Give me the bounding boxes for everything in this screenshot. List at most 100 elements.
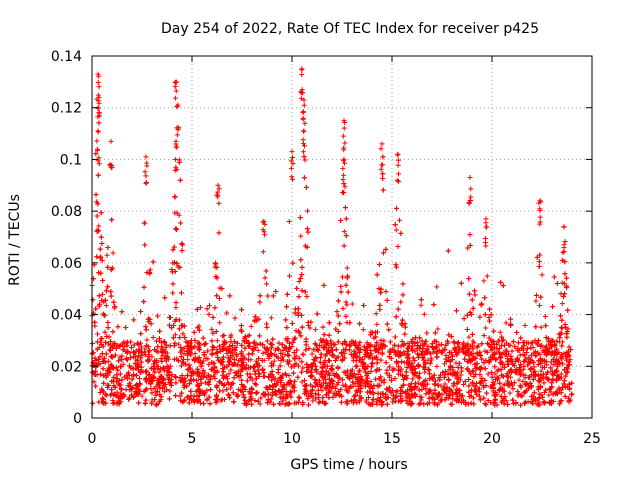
data-point — [153, 392, 159, 398]
data-point — [458, 372, 464, 378]
data-point — [257, 333, 263, 339]
data-point — [138, 331, 144, 337]
data-point — [112, 304, 118, 310]
data-point — [96, 228, 102, 234]
data-point — [105, 382, 111, 388]
data-point — [275, 355, 281, 361]
data-point — [271, 358, 277, 364]
data-point — [177, 334, 183, 340]
data-point — [318, 351, 324, 357]
data-point — [549, 337, 555, 343]
data-point — [438, 342, 444, 348]
data-point — [266, 374, 272, 380]
data-point — [208, 387, 214, 393]
data-point — [466, 291, 472, 297]
data-point — [232, 315, 238, 321]
data-point — [98, 270, 104, 276]
data-point — [288, 364, 294, 370]
data-point — [558, 354, 564, 360]
data-point — [477, 365, 483, 371]
data-point — [95, 339, 101, 345]
data-point — [305, 320, 311, 326]
data-point — [522, 399, 528, 405]
data-point — [449, 353, 455, 359]
data-point — [278, 350, 284, 356]
data-point — [248, 386, 254, 392]
data-point — [265, 397, 271, 403]
data-point — [141, 299, 147, 305]
data-point — [102, 391, 108, 397]
data-point — [533, 324, 539, 330]
data-point — [203, 355, 209, 361]
data-point — [176, 341, 182, 347]
data-point — [535, 378, 541, 384]
data-point — [137, 348, 143, 354]
data-point — [448, 401, 454, 407]
data-point — [279, 342, 285, 348]
data-point — [105, 284, 111, 290]
data-point — [477, 372, 483, 378]
data-point — [154, 388, 160, 394]
data-point — [443, 390, 449, 396]
data-point — [365, 389, 371, 395]
data-point — [110, 400, 116, 406]
data-point — [489, 374, 495, 380]
data-point — [546, 376, 552, 382]
data-point — [499, 334, 505, 340]
data-point — [152, 397, 158, 403]
data-point — [471, 374, 477, 380]
data-point — [162, 355, 168, 361]
data-point — [118, 364, 124, 370]
data-point — [557, 335, 563, 341]
data-point — [360, 327, 366, 333]
data-point — [188, 378, 194, 384]
data-point — [468, 311, 474, 317]
data-point — [565, 349, 571, 355]
data-point — [446, 377, 452, 383]
data-point — [357, 339, 363, 345]
data-point — [194, 378, 200, 384]
data-point — [114, 376, 120, 382]
data-point — [443, 369, 449, 375]
data-point — [104, 333, 110, 339]
data-point — [266, 353, 272, 359]
data-point — [326, 332, 332, 338]
data-point — [283, 395, 289, 401]
data-point — [209, 338, 215, 344]
data-point — [401, 349, 407, 355]
data-point — [299, 264, 305, 270]
data-point — [151, 361, 157, 367]
data-point — [112, 352, 118, 358]
data-point — [558, 330, 564, 336]
data-point — [343, 313, 349, 319]
data-point — [179, 390, 185, 396]
data-point — [108, 289, 114, 295]
data-point — [388, 349, 394, 355]
data-point — [417, 335, 423, 341]
data-point — [554, 281, 560, 287]
data-point — [315, 387, 321, 393]
data-point — [416, 401, 422, 407]
data-point — [304, 383, 310, 389]
data-point — [127, 350, 133, 356]
data-point — [219, 396, 225, 402]
data-point — [462, 356, 468, 362]
data-point — [357, 321, 363, 327]
data-point — [246, 340, 252, 346]
data-point — [341, 229, 347, 235]
data-point — [440, 347, 446, 353]
data-point — [337, 321, 343, 327]
data-point — [552, 342, 558, 348]
data-point — [408, 402, 414, 408]
data-point — [442, 397, 448, 403]
data-point — [398, 399, 404, 405]
data-point — [232, 370, 238, 376]
data-point — [518, 402, 524, 408]
data-point — [404, 364, 410, 370]
data-point — [228, 339, 234, 345]
data-point — [537, 303, 543, 309]
data-point — [306, 346, 312, 352]
data-point — [131, 354, 137, 360]
data-point — [309, 362, 315, 368]
